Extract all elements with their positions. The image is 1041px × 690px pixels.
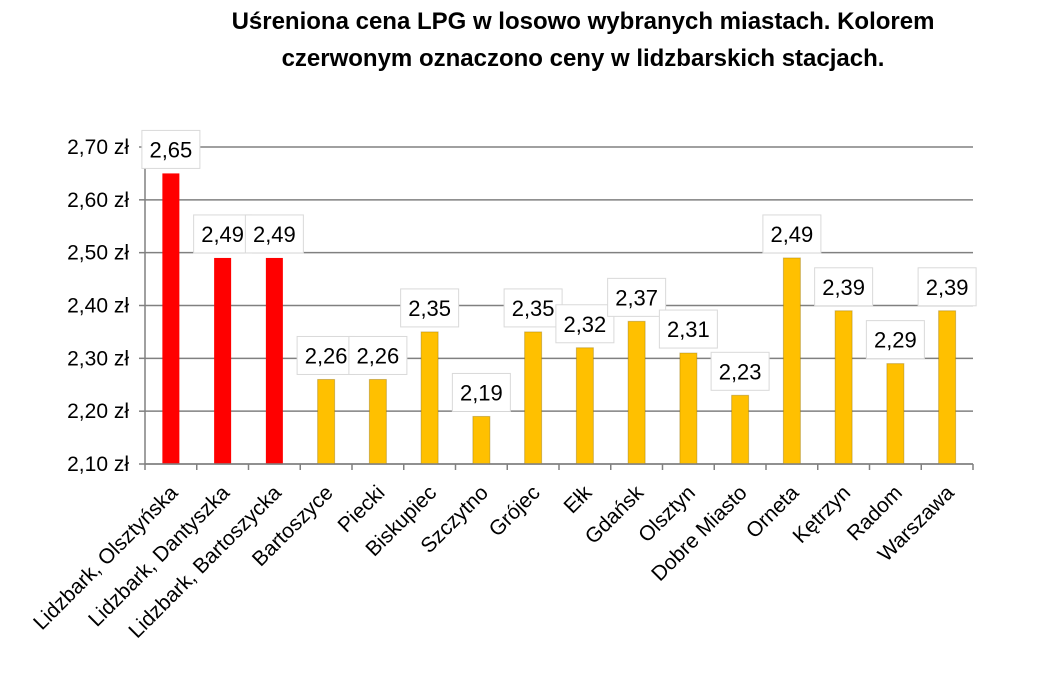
y-tick-label: 2,40 zł bbox=[67, 295, 129, 318]
bar bbox=[575, 347, 594, 465]
bar bbox=[834, 310, 853, 465]
data-label-box bbox=[710, 351, 770, 391]
data-label: 2,23 bbox=[719, 359, 762, 384]
bar bbox=[782, 257, 801, 465]
bar bbox=[265, 257, 283, 464]
data-label: 2,49 bbox=[253, 222, 296, 247]
bar bbox=[627, 320, 646, 465]
data-label-box bbox=[607, 277, 667, 317]
bar bbox=[368, 378, 387, 465]
data-label: 2,29 bbox=[874, 328, 917, 353]
x-category-label: Ełk bbox=[560, 481, 597, 518]
y-tick-label: 2,10 zł bbox=[67, 453, 129, 476]
data-label-box bbox=[865, 320, 925, 360]
y-tick-label: 2,60 zł bbox=[67, 189, 129, 212]
x-category-label: Kętrzyn bbox=[789, 481, 856, 548]
data-label-box bbox=[917, 267, 977, 307]
data-label-box bbox=[658, 309, 718, 349]
data-label: 2,65 bbox=[149, 137, 192, 162]
bar bbox=[731, 394, 750, 465]
data-label: 2,39 bbox=[822, 275, 865, 300]
data-label: 2,35 bbox=[408, 296, 451, 321]
bar bbox=[938, 310, 957, 465]
data-label: 2,32 bbox=[563, 312, 606, 337]
data-label-box bbox=[400, 288, 460, 328]
data-labels: 2,65 2,49 2,49 2,26 2,26 2,35 2,19 2,35 2,32 2,37… bbox=[141, 129, 977, 412]
chart-title-line-2: czerwonym oznaczono ceny w lidzbarskich … bbox=[282, 45, 885, 72]
y-tick-label: 2,30 zł bbox=[67, 347, 129, 370]
data-label: 2,26 bbox=[356, 343, 399, 368]
y-tick-label: 2,50 zł bbox=[67, 242, 129, 265]
data-label: 2,37 bbox=[615, 285, 658, 310]
data-label-box bbox=[451, 372, 511, 412]
bar bbox=[472, 415, 491, 465]
data-label: 2,26 bbox=[305, 343, 348, 368]
data-label-box bbox=[141, 129, 201, 169]
bar bbox=[214, 257, 232, 464]
data-label-box bbox=[555, 304, 615, 344]
data-label: 2,31 bbox=[667, 317, 710, 342]
data-label: 2,49 bbox=[770, 222, 813, 247]
y-tick-label: 2,70 zł bbox=[67, 136, 129, 159]
bar bbox=[679, 352, 698, 465]
bar bbox=[317, 378, 336, 465]
data-label-box bbox=[762, 214, 822, 254]
data-label: 2,39 bbox=[926, 275, 969, 300]
data-label-box bbox=[348, 335, 408, 375]
chart-title-line-1: Uśreniona cena LPG w losowo wybranych mi… bbox=[232, 8, 935, 35]
data-label-box bbox=[503, 288, 563, 328]
y-axis: 2,10 zł 2,20 zł 2,30 zł 2,40 zł 2,50 zł 2,60 … bbox=[67, 136, 146, 476]
data-label-box bbox=[193, 214, 253, 254]
data-label-box bbox=[244, 214, 304, 254]
bar bbox=[420, 331, 439, 465]
x-category-label: Gdańsk bbox=[581, 481, 649, 549]
bar bbox=[524, 331, 543, 465]
bar bbox=[162, 173, 180, 464]
data-label: 2,19 bbox=[460, 380, 503, 405]
data-label-box bbox=[814, 267, 874, 307]
data-label: 2,35 bbox=[512, 296, 555, 321]
data-label: 2,49 bbox=[201, 222, 244, 247]
bar bbox=[886, 363, 905, 465]
y-tick-label: 2,20 zł bbox=[67, 400, 129, 423]
x-category-label: Grójec bbox=[485, 481, 545, 541]
